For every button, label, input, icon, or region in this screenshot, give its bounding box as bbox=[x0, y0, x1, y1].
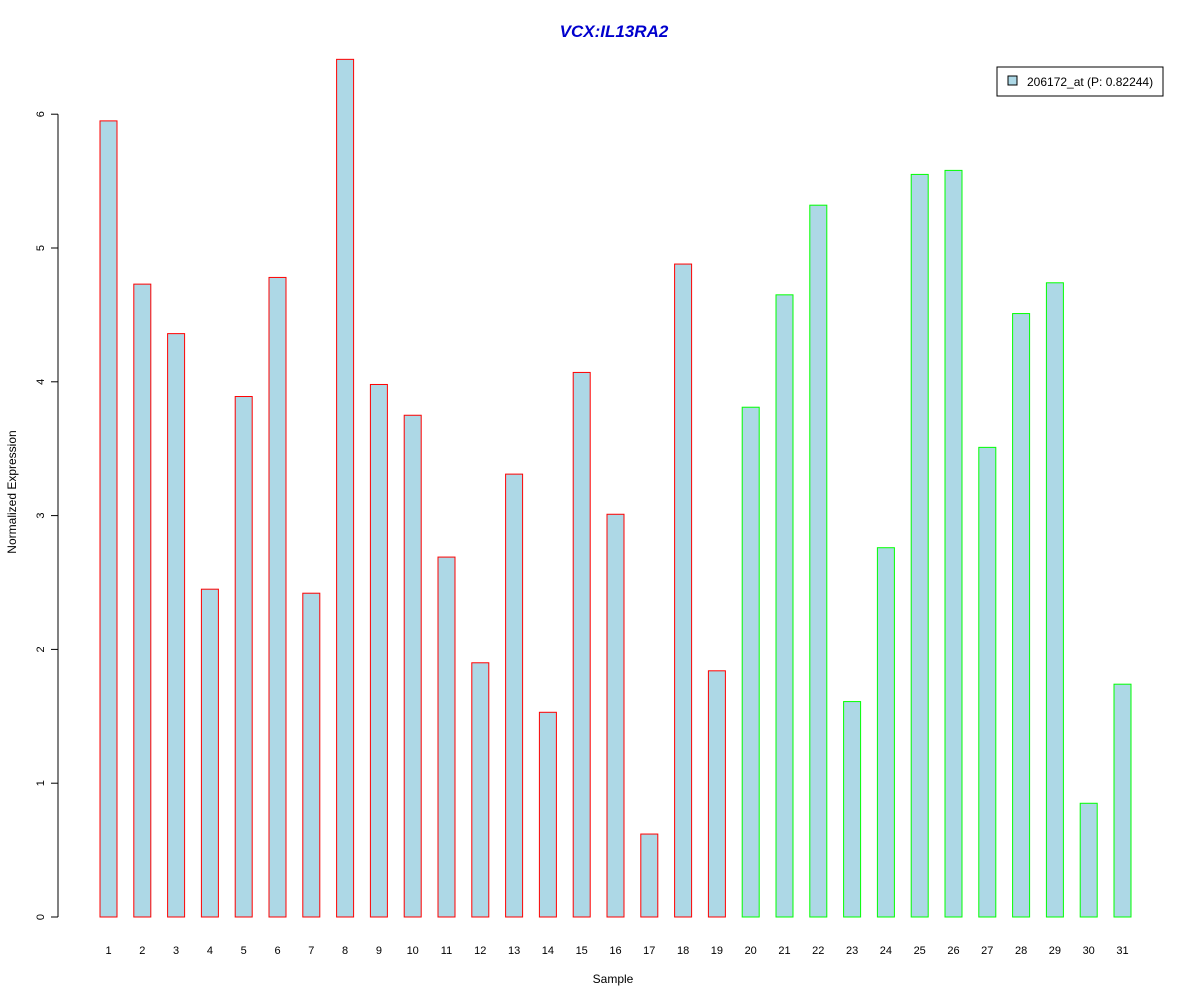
x-tick-label: 7 bbox=[308, 945, 314, 957]
x-tick-label: 10 bbox=[407, 945, 419, 957]
bar bbox=[640, 833, 659, 918]
bar bbox=[707, 670, 726, 918]
x-tick-label: 31 bbox=[1116, 945, 1128, 957]
x-tick-label: 17 bbox=[643, 945, 655, 957]
x-tick-label: 18 bbox=[677, 945, 689, 957]
x-tick-label: 12 bbox=[474, 945, 486, 957]
x-tick-label: 6 bbox=[274, 945, 280, 957]
bar bbox=[944, 169, 963, 918]
bar bbox=[1012, 313, 1031, 918]
bar bbox=[403, 414, 422, 918]
legend-box bbox=[996, 66, 1164, 97]
y-tick-label: 4 bbox=[35, 379, 47, 385]
y-axis: 0 1 2 3 4 5 6 bbox=[35, 111, 59, 920]
x-tick-label: 25 bbox=[914, 945, 926, 957]
bar bbox=[876, 547, 895, 918]
x-tick-label: 16 bbox=[609, 945, 621, 957]
x-tick-label: 21 bbox=[778, 945, 790, 957]
bar bbox=[741, 406, 760, 918]
bar bbox=[99, 120, 118, 918]
bar bbox=[369, 383, 388, 918]
x-tick-label: 22 bbox=[812, 945, 824, 957]
x-tick-label: 11 bbox=[441, 945, 452, 957]
chart-title: VCX:IL13RA2 bbox=[560, 22, 669, 41]
x-tick-label: 23 bbox=[846, 945, 858, 957]
x-tick-label: 4 bbox=[207, 945, 213, 957]
y-tick-label: 6 bbox=[35, 111, 47, 117]
bar bbox=[133, 283, 152, 918]
x-tick-label: 9 bbox=[376, 945, 382, 957]
x-axis-title: Sample bbox=[593, 972, 634, 986]
legend-swatch bbox=[1007, 75, 1018, 86]
bar bbox=[538, 711, 557, 918]
x-axis-tick-labels: 1 2 3 4 5 6 7 8 9 10 11 12 13 14 15 16 17 18 19 20 21 22 23 24 2… bbox=[105, 945, 1128, 957]
x-tick-label: 24 bbox=[880, 945, 892, 957]
bar bbox=[572, 371, 591, 918]
y-tick-label: 5 bbox=[35, 245, 47, 251]
x-tick-label: 14 bbox=[542, 945, 554, 957]
x-tick-label: 19 bbox=[711, 945, 723, 957]
bars bbox=[99, 58, 1132, 918]
y-tick-label: 1 bbox=[35, 780, 47, 786]
bar bbox=[606, 513, 625, 918]
x-tick-label: 26 bbox=[947, 945, 959, 957]
bar bbox=[978, 446, 997, 918]
x-tick-label: 15 bbox=[576, 945, 588, 957]
x-tick-label: 5 bbox=[241, 945, 247, 957]
bar bbox=[302, 592, 321, 918]
bar bbox=[775, 294, 794, 918]
legend: 206172_at (P: 0.82244) bbox=[996, 66, 1164, 97]
bar bbox=[1045, 282, 1064, 918]
x-tick-label: 30 bbox=[1083, 945, 1095, 957]
bar bbox=[910, 173, 929, 918]
x-tick-label: 3 bbox=[173, 945, 179, 957]
x-tick-label: 27 bbox=[981, 945, 993, 957]
y-tick-label: 2 bbox=[35, 646, 47, 652]
bar bbox=[167, 333, 186, 918]
x-tick-label: 28 bbox=[1015, 945, 1027, 957]
x-tick-label: 2 bbox=[139, 945, 145, 957]
y-tick-label: 0 bbox=[35, 914, 47, 920]
y-axis-title: Normalized Expression bbox=[5, 430, 19, 553]
bar bbox=[843, 701, 862, 918]
y-tick-label: 3 bbox=[35, 513, 47, 519]
x-tick-label: 1 bbox=[105, 945, 111, 957]
bar bbox=[809, 204, 828, 918]
bar bbox=[234, 396, 253, 918]
bar bbox=[200, 588, 219, 918]
x-tick-label: 13 bbox=[508, 945, 520, 957]
bar bbox=[437, 556, 456, 918]
bar bbox=[1079, 802, 1098, 918]
bar bbox=[1113, 683, 1132, 918]
bar bbox=[505, 473, 524, 918]
x-tick-label: 20 bbox=[745, 945, 757, 957]
bar bbox=[336, 58, 355, 918]
x-tick-label: 8 bbox=[342, 945, 348, 957]
bar bbox=[674, 263, 693, 918]
bar bbox=[471, 662, 490, 918]
legend-label: 206172_at (P: 0.82244) bbox=[1027, 75, 1153, 89]
x-tick-label: 29 bbox=[1049, 945, 1061, 957]
bar bbox=[268, 276, 287, 918]
